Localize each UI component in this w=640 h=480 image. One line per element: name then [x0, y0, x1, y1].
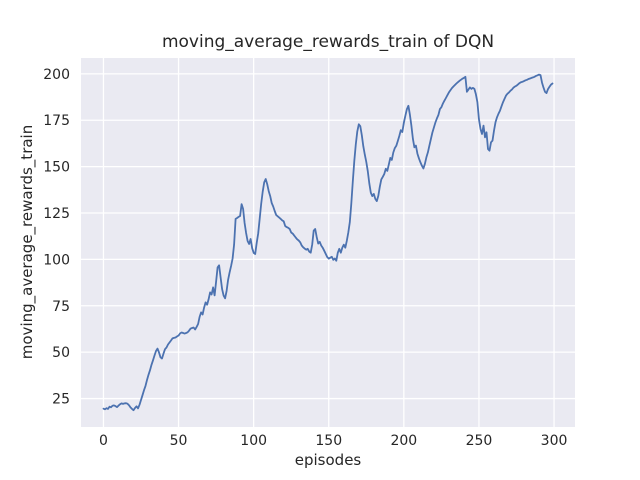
y-tick-label: 125: [43, 206, 70, 222]
x-tick-label: 250: [466, 433, 493, 449]
y-tick-label: 25: [52, 392, 70, 408]
x-tick-label: 0: [99, 433, 108, 449]
y-tick-label: 150: [43, 160, 70, 176]
x-tick-label: 150: [315, 433, 342, 449]
chart-title: moving_average_rewards_train of DQN: [161, 32, 495, 52]
y-tick-label: 75: [52, 299, 70, 315]
plot-area: [81, 58, 575, 427]
x-tick-label: 100: [240, 433, 267, 449]
y-tick-label: 100: [43, 252, 70, 268]
x-tick-label: 200: [390, 433, 417, 449]
x-tick-label: 50: [170, 433, 188, 449]
y-tick-label: 200: [43, 67, 70, 83]
y-axis-label: moving_average_rewards_train: [18, 124, 36, 360]
y-tick-label: 50: [52, 345, 70, 361]
x-axis-label: episodes: [294, 451, 362, 469]
y-tick-label: 175: [43, 113, 70, 129]
reward-line: [102, 73, 554, 412]
x-tick-label: 300: [541, 433, 568, 449]
